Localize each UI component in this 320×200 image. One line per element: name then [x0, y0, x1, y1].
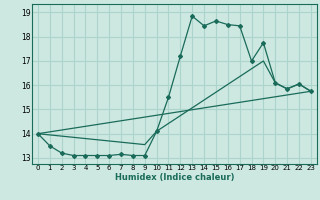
X-axis label: Humidex (Indice chaleur): Humidex (Indice chaleur) — [115, 173, 234, 182]
